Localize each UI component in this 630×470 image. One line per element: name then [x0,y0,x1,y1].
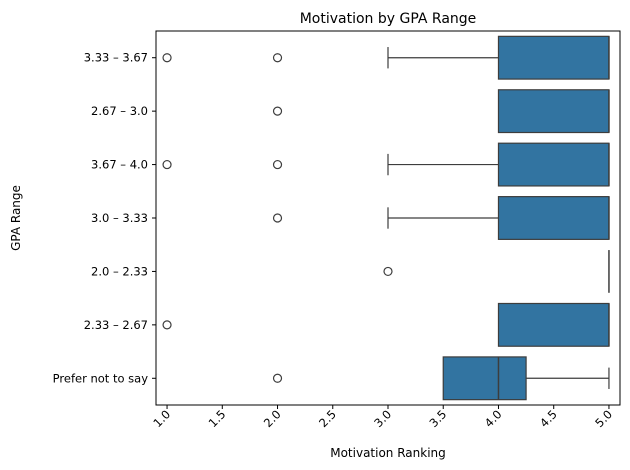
box [497,142,610,187]
outlier-point [272,373,283,383]
y-tick-label: 3.67 – 4.0 [91,158,148,172]
x-tick-label: 4.0 [482,407,505,430]
x-axis-label: Motivation Ranking [330,446,446,460]
outlier-point [383,266,393,277]
outlier-point [272,159,283,170]
x-tick-label: 2.5 [316,407,339,430]
outlier-point [162,53,172,63]
x-tick-label: 5.0 [592,407,615,430]
box [497,196,610,240]
y-tick-label: 2.33 – 2.67 [84,318,148,332]
box [497,302,610,347]
outlier-point [272,53,283,63]
chart-title: Motivation by GPA Range [300,11,477,27]
y-tick-label: 2.0 – 2.33 [91,264,148,278]
x-tick-label: 3.0 [371,407,394,430]
box [497,35,610,80]
x-tick-label: 1.0 [150,407,173,430]
axes-frame [155,30,621,406]
plot-area: 3.33 – 3.67 2.67 – 3.0 3.67 – 4.0 3.0 – 3.3… [53,30,621,430]
x-tick-label: 1.5 [206,407,229,430]
y-axis-label: GPA Range [9,185,23,251]
box [442,356,527,401]
outlier-point [162,320,172,330]
outlier-point [272,106,283,116]
outlier-point [272,213,283,223]
box [497,89,610,134]
y-tick-label: 2.67 – 3.0 [91,104,148,118]
y-tick-label: 3.0 – 3.33 [91,211,148,225]
y-tick-label: Prefer not to say [53,371,149,385]
outlier-point [162,159,172,170]
y-tick-label: 3.33 – 3.67 [84,51,148,65]
x-tick-label: 3.5 [427,407,450,430]
x-tick-label: 2.0 [261,407,284,430]
x-tick-label: 4.5 [537,407,560,430]
